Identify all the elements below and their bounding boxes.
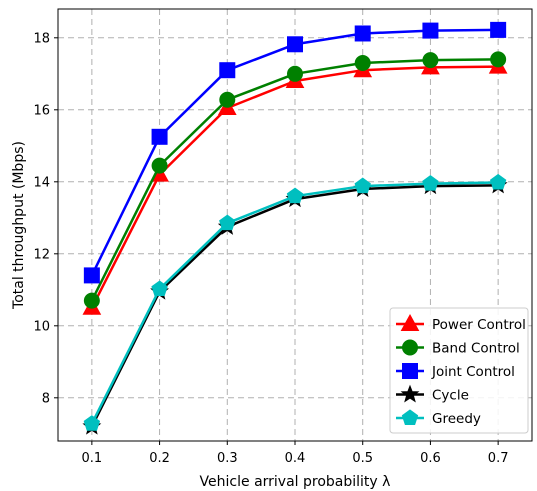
- data-point-band-control: [354, 55, 371, 71]
- legend-label-cycle: Cycle: [432, 388, 469, 404]
- x-tick-label: 0.3: [217, 451, 238, 466]
- data-point-greedy: [151, 280, 168, 297]
- x-ticks: 0.1 0.2 0.3 0.4 0.5 0.6 0.7: [82, 441, 509, 466]
- legend-marker-greedy: [401, 409, 419, 425]
- x-tick-label: 0.1: [82, 451, 103, 466]
- data-point-joint-control: [354, 25, 371, 42]
- legend-item-cycle: Cycle: [396, 384, 469, 404]
- legend-label-greedy: Greedy: [432, 411, 481, 427]
- legend-marker-cycle: [400, 384, 420, 403]
- data-point-greedy: [219, 214, 236, 231]
- legend-item-band-control: Band Control: [396, 339, 520, 357]
- legend-box: [389, 307, 529, 434]
- y-axis-label: Total throughput (Mbps): [11, 141, 27, 310]
- data-point-joint-control: [151, 128, 168, 145]
- legend-item-greedy: Greedy: [396, 409, 481, 427]
- data-point-joint-control: [287, 36, 303, 53]
- x-tick-label: 0.6: [420, 451, 441, 466]
- y-tick-label: 14: [33, 175, 50, 190]
- data-point-greedy: [489, 173, 507, 190]
- data-point-band-control: [151, 157, 168, 174]
- series-layer: [82, 21, 508, 435]
- data-point-band-control: [287, 65, 303, 82]
- legend-label-power-control: Power Control: [432, 317, 526, 333]
- legend-item-power-control: Power Control: [396, 313, 526, 333]
- legend-item-joint-control: Joint Control: [396, 363, 515, 380]
- data-point-joint-control: [490, 21, 507, 38]
- y-tick-label: 18: [33, 31, 50, 46]
- data-point-joint-control: [219, 62, 236, 79]
- series-band-control: [83, 51, 507, 309]
- x-tick-label: 0.4: [285, 451, 306, 466]
- data-point-greedy: [286, 187, 304, 204]
- x-tick-label: 0.2: [149, 451, 170, 466]
- data-point-greedy: [83, 415, 101, 431]
- y-tick-label: 10: [33, 319, 50, 334]
- data-point-band-control: [422, 52, 439, 69]
- data-point-band-control: [83, 292, 100, 309]
- legend: Power Control Band Control Joint Control Cy…: [389, 307, 529, 434]
- x-tick-label: 0.5: [352, 451, 373, 466]
- legend-marker-band-control: [402, 339, 418, 356]
- x-axis-label: Vehicle arrival probability λ: [200, 474, 391, 490]
- data-point-joint-control: [83, 267, 100, 284]
- legend-label-joint-control: Joint Control: [431, 364, 515, 380]
- series-greedy: [83, 173, 507, 431]
- legend-marker-joint-control: [402, 363, 418, 379]
- series-joint-control: [83, 21, 507, 284]
- x-tick-label: 0.7: [488, 451, 509, 466]
- y-tick-label: 12: [33, 247, 50, 262]
- y-ticks: 8 10 12 14 16 18: [33, 31, 58, 406]
- legend-marker-power-control: [400, 313, 420, 331]
- data-point-greedy: [354, 177, 371, 194]
- data-point-joint-control: [422, 22, 439, 39]
- data-point-greedy: [422, 174, 439, 191]
- data-point-band-control: [219, 91, 236, 108]
- data-point-band-control: [490, 51, 507, 68]
- y-tick-label: 8: [42, 391, 50, 406]
- legend-label-band-control: Band Control: [432, 341, 520, 357]
- y-tick-label: 16: [33, 103, 50, 118]
